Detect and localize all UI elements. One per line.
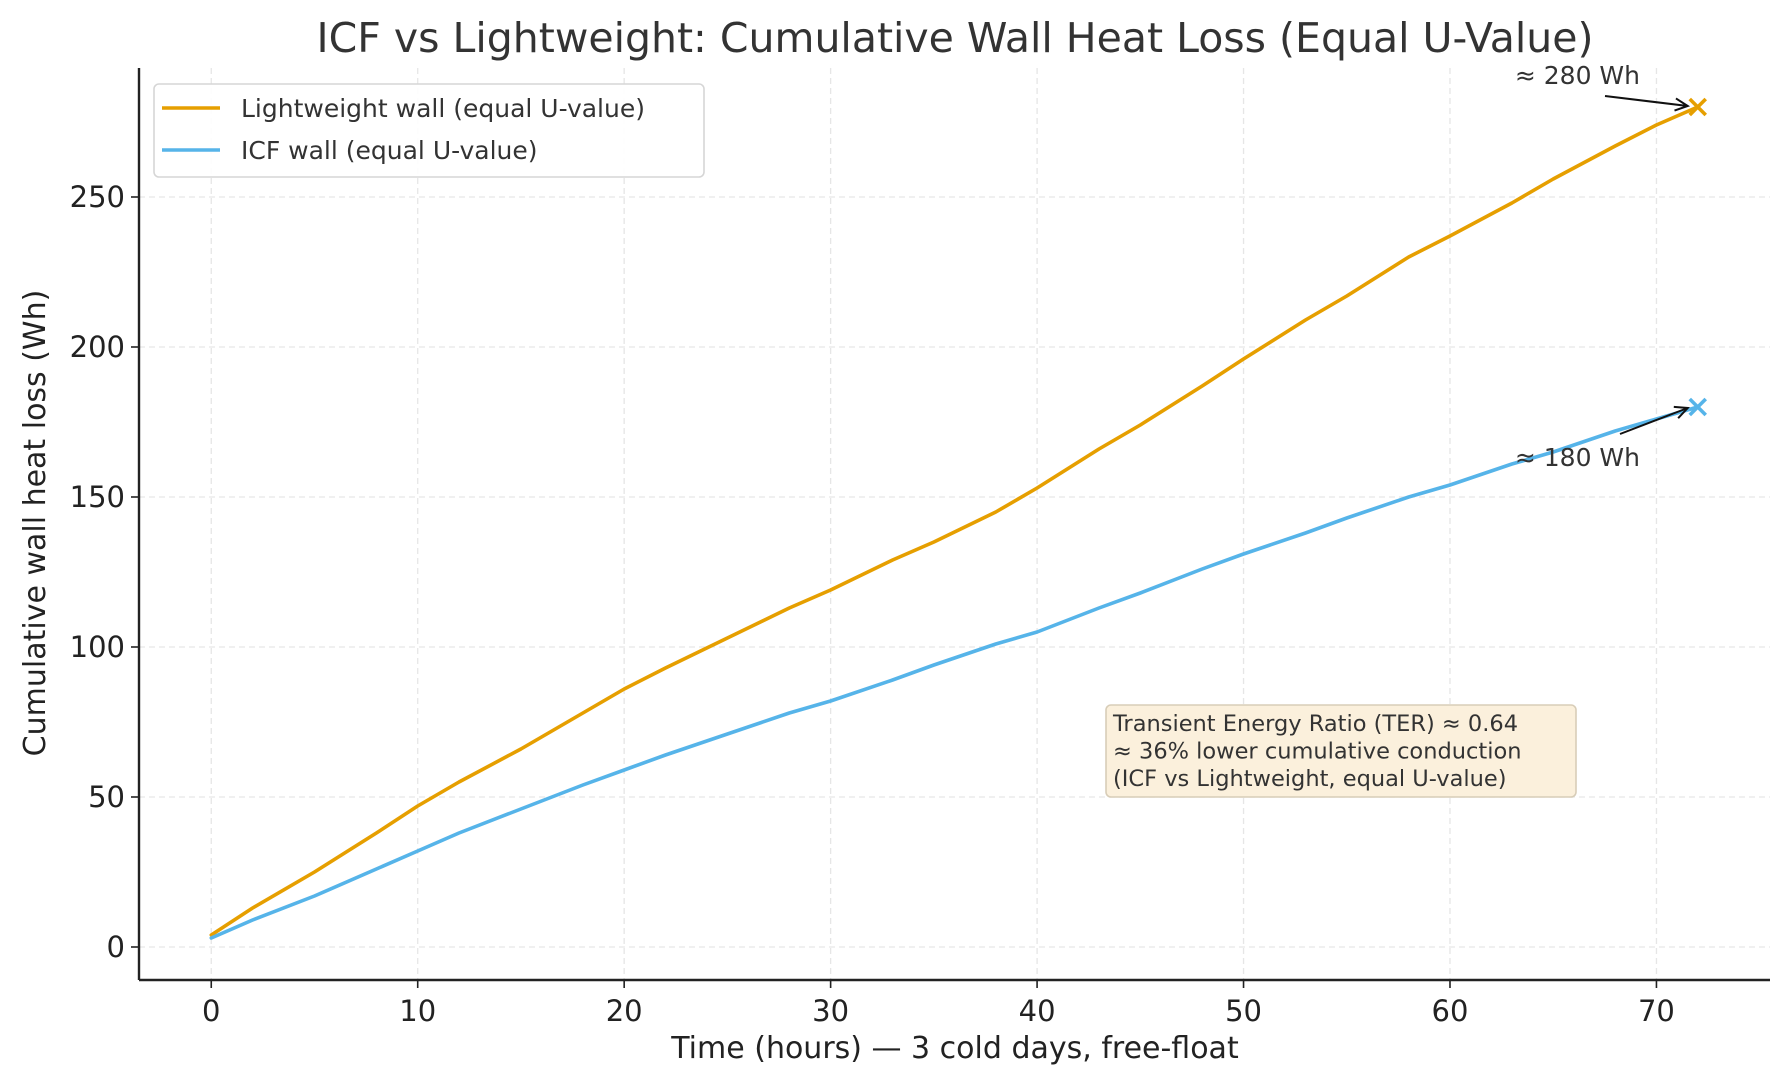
annotation-arrow-head — [1674, 97, 1691, 112]
annotations: ≈ 280 Wh ≈ 180 Wh — [1515, 61, 1708, 472]
info-box-line: Transient Energy Ratio (TER) ≈ 0.64 — [1112, 711, 1518, 737]
series-line-lightweight — [209, 105, 1700, 937]
y-tick-label: 100 — [70, 630, 125, 664]
x-tick-label: 40 — [1019, 994, 1056, 1028]
grid — [139, 68, 1770, 980]
x-marker-stroke — [1688, 97, 1708, 117]
info-box: Transient Energy Ratio (TER) ≈ 0.64≈ 36%… — [1105, 704, 1577, 798]
x-tick-label: 30 — [812, 994, 849, 1028]
y-axis-label: Cumulative wall heat loss (Wh) — [18, 290, 53, 757]
info-box-line: ≈ 36% lower cumulative conduction — [1113, 739, 1521, 765]
info-box-line: (ICF vs Lightweight, equal U-value) — [1113, 766, 1507, 792]
endpoint-label-lightweight: ≈ 280 Wh — [1515, 61, 1640, 90]
y-tick-label: 0 — [107, 930, 125, 964]
axes — [137, 68, 1770, 982]
series-layer — [209, 105, 1700, 940]
endpoint-marker-icf — [1688, 397, 1708, 417]
x-marker-stroke — [1688, 397, 1708, 417]
series-line-icf — [209, 405, 1700, 940]
x-tick-label: 10 — [399, 994, 436, 1028]
x-axis-label: Time (hours) — 3 cold days, free-float — [670, 1031, 1239, 1066]
legend-label-lightweight: Lightweight wall (equal U-value) — [241, 94, 645, 123]
x-tick-label: 0 — [202, 994, 220, 1028]
x-tick-label: 70 — [1638, 994, 1675, 1028]
y-tick-label: 200 — [70, 330, 125, 364]
x-tick-label: 20 — [606, 994, 643, 1028]
annotation-arrow-line — [1619, 407, 1689, 435]
x-tick-label: 50 — [1225, 994, 1262, 1028]
y-tick-label: 50 — [88, 780, 125, 814]
endpoint-marker-lightweight — [1688, 97, 1708, 117]
annotation-arrow-head — [1673, 405, 1690, 419]
y-tick-label: 150 — [70, 480, 125, 514]
legend-frame — [153, 83, 705, 178]
ticks: 0 10 20 30 40 50 60 70 0 50 100 150 200 250 — [70, 180, 1675, 1028]
x-tick-label: 60 — [1432, 994, 1469, 1028]
legend: Lightweight wall (equal U-value) ICF wall… — [153, 83, 705, 178]
chart-title: ICF vs Lightweight: Cumulative Wall Heat… — [317, 14, 1594, 62]
info-box-frame — [1105, 704, 1577, 798]
legend-label-icf: ICF wall (equal U-value) — [241, 136, 538, 165]
annotation-arrow-line — [1604, 95, 1688, 107]
endpoint-label-icf: ≈ 180 Wh — [1515, 443, 1640, 472]
y-tick-label: 250 — [70, 180, 125, 214]
